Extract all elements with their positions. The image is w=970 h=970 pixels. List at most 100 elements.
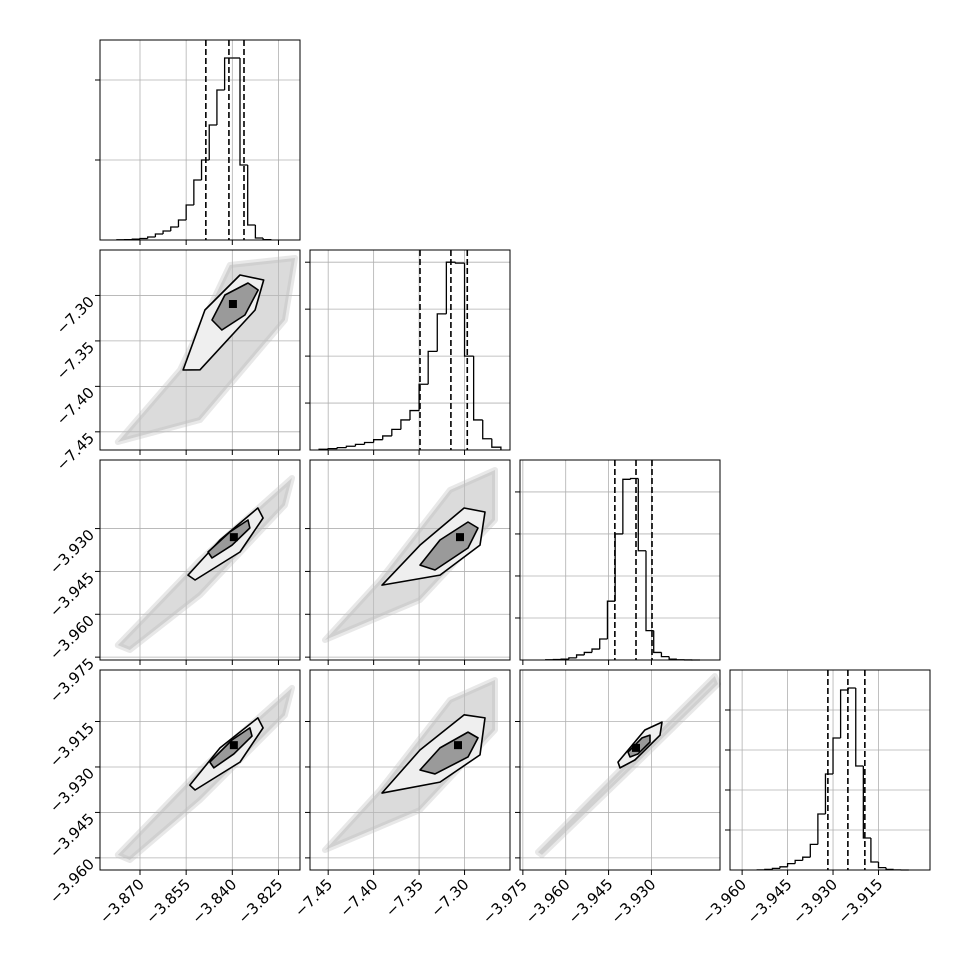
histogram-step bbox=[247, 165, 256, 226]
histogram-step bbox=[606, 600, 616, 639]
histogram-step bbox=[668, 656, 677, 660]
histogram-step bbox=[583, 651, 592, 655]
histogram-step bbox=[622, 478, 631, 534]
y-tick-label: −7.35 bbox=[53, 338, 98, 383]
histogram-step bbox=[354, 443, 365, 447]
contour bbox=[419, 731, 479, 775]
histogram-step bbox=[454, 262, 465, 264]
y-tick-label: −7.30 bbox=[53, 293, 98, 338]
y-tick-label: −7.45 bbox=[53, 429, 98, 474]
panel-frame bbox=[99, 39, 301, 241]
density-peak bbox=[228, 300, 237, 308]
histogram-step bbox=[794, 859, 803, 864]
x-tick-label: −7.35 bbox=[382, 875, 427, 920]
contour bbox=[207, 519, 251, 559]
histogram-step bbox=[491, 438, 502, 450]
density-peak bbox=[454, 741, 462, 750]
x-tick-label: −3.930 bbox=[789, 875, 841, 927]
density-peak bbox=[632, 743, 640, 752]
histogram-step bbox=[418, 383, 429, 411]
histogram-step bbox=[870, 838, 879, 863]
y-tick-label: −3.975 bbox=[46, 654, 98, 706]
histogram-step bbox=[786, 862, 796, 867]
histogram-step bbox=[445, 261, 456, 314]
y-tick-label: −3.945 bbox=[46, 569, 98, 621]
x-tick-label: −3.975 bbox=[479, 875, 531, 927]
histogram-step bbox=[208, 124, 217, 160]
histogram-step bbox=[855, 688, 864, 767]
histogram-step bbox=[427, 350, 438, 385]
histogram-step bbox=[802, 856, 811, 861]
y-tick-label: −7.40 bbox=[53, 384, 98, 429]
histogram-step bbox=[614, 533, 623, 602]
histogram-step bbox=[809, 843, 818, 858]
histogram-step bbox=[482, 419, 492, 440]
x-tick-label: −3.960 bbox=[522, 875, 574, 927]
histogram-step bbox=[400, 419, 410, 430]
histogram-step bbox=[575, 654, 585, 658]
histogram-step bbox=[336, 447, 347, 449]
sample-cloud bbox=[535, 673, 721, 858]
histogram-step bbox=[382, 435, 392, 440]
histogram-step bbox=[463, 263, 474, 357]
histogram-step bbox=[254, 225, 264, 239]
histogram-step bbox=[472, 356, 483, 421]
x-tick-label: −3.870 bbox=[96, 875, 148, 927]
x-tick-label: −3.840 bbox=[188, 875, 240, 927]
histogram-step bbox=[653, 630, 662, 654]
histogram-step bbox=[345, 445, 356, 448]
x-tick-label: −3.915 bbox=[835, 875, 887, 927]
x-tick-label: −3.945 bbox=[744, 875, 796, 927]
histogram-step bbox=[771, 867, 780, 870]
y-tick-label: −3.930 bbox=[46, 764, 98, 816]
histogram-step bbox=[832, 737, 841, 774]
panel-frame bbox=[99, 459, 301, 661]
panel-frame bbox=[99, 249, 301, 451]
histogram-step bbox=[660, 652, 670, 658]
panel-frame bbox=[519, 459, 721, 661]
histogram-step bbox=[147, 236, 156, 239]
histogram-step bbox=[391, 428, 401, 436]
y-tick-label: −3.915 bbox=[46, 719, 98, 771]
histogram-step bbox=[154, 233, 164, 237]
x-tick-label: −7.30 bbox=[427, 875, 472, 920]
histogram-step bbox=[568, 657, 577, 660]
histogram-step bbox=[599, 638, 608, 650]
histogram-step bbox=[327, 447, 338, 450]
histogram-step bbox=[436, 313, 447, 352]
histogram-step bbox=[177, 219, 187, 227]
histogram-step bbox=[591, 648, 600, 653]
histogram-step bbox=[200, 159, 210, 180]
x-tick-label: −3.960 bbox=[698, 875, 750, 927]
panel-frame bbox=[309, 669, 511, 871]
histogram-step bbox=[170, 226, 179, 231]
histogram-step bbox=[847, 687, 856, 690]
histogram-step bbox=[162, 230, 171, 234]
panel-frame bbox=[309, 459, 511, 661]
histogram-step bbox=[824, 773, 834, 814]
x-tick-label: −3.825 bbox=[234, 875, 286, 927]
histogram-step bbox=[629, 477, 639, 480]
panel-frame bbox=[729, 669, 931, 871]
histogram-step bbox=[877, 862, 887, 869]
histogram-step bbox=[139, 237, 148, 240]
histogram-step bbox=[862, 766, 871, 839]
histogram-step bbox=[839, 689, 849, 738]
panel-frame bbox=[309, 249, 511, 451]
x-tick-label: −7.40 bbox=[336, 875, 381, 920]
density-peak bbox=[456, 533, 464, 542]
panel-frame bbox=[519, 669, 721, 871]
x-tick-label: −3.930 bbox=[607, 875, 659, 927]
histogram-step bbox=[193, 179, 202, 205]
histogram-step bbox=[239, 58, 248, 166]
histogram-step bbox=[817, 813, 826, 845]
x-tick-label: −3.945 bbox=[565, 875, 617, 927]
histogram-step bbox=[409, 409, 420, 420]
histogram-step bbox=[885, 867, 894, 871]
density-peak bbox=[229, 741, 238, 750]
y-tick-label: −3.945 bbox=[46, 810, 98, 862]
y-tick-label: −3.930 bbox=[46, 526, 98, 578]
panel-frame bbox=[99, 669, 301, 871]
histogram-step bbox=[645, 550, 654, 632]
